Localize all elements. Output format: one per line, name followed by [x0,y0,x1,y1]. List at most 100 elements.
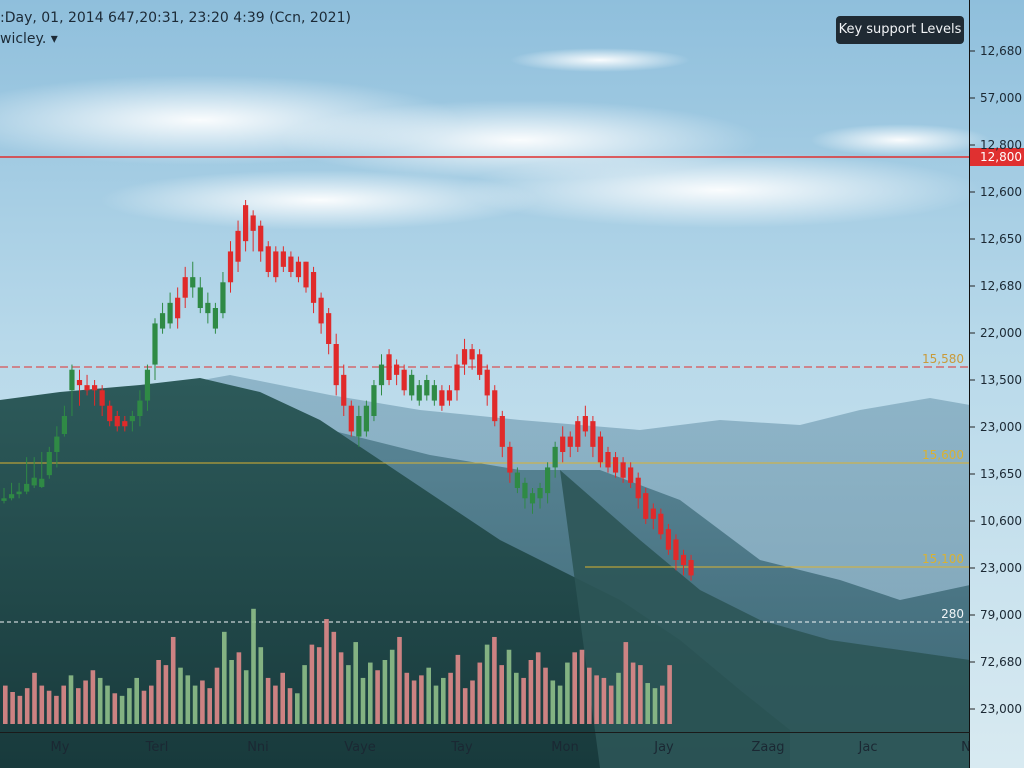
volume-bar [543,667,548,724]
candle[interactable] [582,416,588,432]
candle[interactable] [560,436,566,452]
candle[interactable] [431,385,437,401]
candle[interactable] [129,416,135,422]
candle[interactable] [1,498,7,501]
candle[interactable] [620,462,626,478]
candle[interactable] [205,302,211,314]
volume-bar [251,608,256,724]
candle[interactable] [310,272,317,303]
candle[interactable] [303,261,309,288]
candle[interactable] [46,452,52,476]
candle[interactable] [492,390,498,422]
candle[interactable] [356,416,362,437]
candle[interactable] [24,483,30,492]
candle[interactable] [484,369,490,396]
candle[interactable] [507,446,513,473]
candle[interactable] [235,230,241,262]
candle[interactable] [152,323,158,365]
candle[interactable] [416,385,422,401]
candle[interactable] [159,313,166,329]
candle[interactable] [439,390,445,406]
candle[interactable] [16,491,22,495]
key-support-levels-badge[interactable]: Key support Levels [836,16,964,44]
candle[interactable] [273,251,279,278]
candle[interactable] [597,436,604,463]
candle[interactable] [469,349,475,360]
candle[interactable] [499,416,505,447]
candle[interactable] [197,287,203,308]
candle[interactable] [454,364,460,391]
candle[interactable] [605,452,611,468]
candle[interactable] [227,251,234,283]
candle[interactable] [258,225,264,252]
candle[interactable] [114,416,120,427]
candle[interactable] [280,251,286,267]
level-label: 15,100 [922,552,964,566]
candle[interactable] [575,421,581,447]
candle[interactable] [8,494,15,499]
candle[interactable] [628,467,634,483]
candle[interactable] [265,246,271,272]
symbol-selector[interactable]: wicley. ▾ [0,31,58,47]
candle[interactable] [76,380,83,386]
candle[interactable] [635,477,641,499]
candle[interactable] [167,302,173,324]
volume-bar [32,672,37,724]
candle[interactable] [673,539,679,560]
candle[interactable] [371,385,377,416]
candle[interactable] [650,508,656,519]
candle[interactable] [182,277,188,298]
candle[interactable] [190,277,196,288]
candle[interactable] [137,400,143,416]
candle[interactable] [665,529,671,550]
candle[interactable] [295,261,302,278]
candle[interactable] [99,390,105,406]
candle[interactable] [424,380,430,396]
candle[interactable] [92,385,98,391]
candle[interactable] [220,282,226,314]
candle[interactable] [348,405,354,432]
candle[interactable] [688,560,694,576]
candle[interactable] [31,477,37,486]
candle[interactable] [84,385,90,391]
candle[interactable] [175,297,181,319]
candle[interactable] [552,446,558,468]
candle[interactable] [612,457,619,473]
candle[interactable] [212,308,218,329]
candle[interactable] [243,205,249,242]
candle[interactable] [54,436,60,452]
volume-bar [630,662,636,724]
candle[interactable] [522,482,528,499]
candle[interactable] [514,472,520,488]
candle[interactable] [658,513,664,535]
candle[interactable] [318,297,324,324]
candle[interactable] [680,554,687,566]
candle[interactable] [69,369,75,391]
candle[interactable] [590,421,596,447]
candle[interactable] [461,349,468,365]
candle[interactable] [477,354,483,375]
candle[interactable] [394,364,400,375]
candle[interactable] [409,374,415,396]
candle[interactable] [537,488,543,499]
candle[interactable] [333,344,339,386]
candle[interactable] [386,354,392,380]
candle[interactable] [39,478,45,487]
candle[interactable] [363,405,369,432]
candle[interactable] [545,467,551,494]
candle[interactable] [446,390,453,401]
candle[interactable] [107,405,113,422]
candle[interactable] [378,364,385,386]
candle[interactable] [250,215,256,231]
candle[interactable] [643,493,649,519]
candle[interactable] [401,369,407,391]
candle[interactable] [341,374,347,406]
candle[interactable] [288,256,294,272]
candle[interactable] [144,369,151,401]
candle[interactable] [326,313,332,344]
candle[interactable] [529,493,536,504]
candle[interactable] [567,436,573,447]
candle[interactable] [61,416,67,434]
candle[interactable] [122,421,128,427]
